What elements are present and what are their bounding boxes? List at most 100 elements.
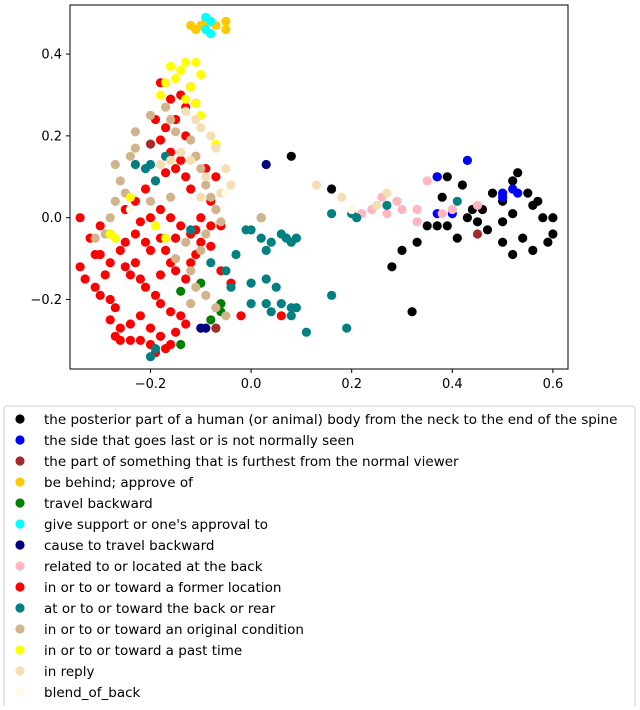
scatter-point-s5-1 — [206, 16, 216, 26]
scatter-point-s9-5 — [221, 266, 231, 276]
scatter-point-s10-26 — [181, 237, 191, 247]
scatter-point-s8-5 — [80, 274, 90, 284]
scatter-point-s2-0 — [472, 229, 483, 239]
scatter-point-s10-29 — [145, 196, 156, 206]
scatter-point-s12-3 — [206, 131, 216, 141]
scatter-point-s8-3 — [105, 258, 115, 268]
scatter-point-s8-59 — [171, 164, 181, 174]
scatter-point-s8-17 — [135, 311, 145, 321]
scatter-point-s8-76 — [211, 172, 221, 182]
plot-frame — [69, 4, 569, 370]
scatter-point-s8-44 — [181, 274, 191, 284]
scatter-point-s12-13 — [196, 192, 206, 202]
scatter-point-s11-2 — [176, 65, 186, 75]
scatter-point-s9-34 — [150, 344, 161, 354]
scatter-point-s0-27 — [442, 221, 452, 231]
scatter-point-s7-5 — [412, 204, 422, 215]
scatter-point-s12-17 — [382, 188, 392, 198]
scatter-point-s8-35 — [115, 245, 125, 255]
scatter-point-s12-8 — [201, 172, 211, 182]
legend-marker — [15, 561, 25, 571]
scatter-point-s11-7 — [171, 74, 181, 84]
legend-label: the part of something that is furthest f… — [44, 454, 459, 470]
legend-marker — [15, 624, 25, 634]
scatter-point-s8-29 — [150, 290, 161, 300]
scatter-point-s9-26 — [327, 290, 337, 300]
scatter-point-s8-87 — [95, 221, 105, 231]
scatter-point-s8-50 — [166, 213, 176, 223]
scatter-point-s0-21 — [508, 249, 518, 260]
scatter-point-s12-9 — [186, 155, 196, 165]
legend: the posterior part of a human (or animal… — [3, 405, 636, 709]
scatter-point-s12-5 — [221, 164, 231, 174]
legend-label: give support or one's approval to — [44, 517, 268, 533]
scatter-point-s9-4 — [206, 258, 216, 268]
scatter-point-s0-31 — [397, 245, 407, 255]
scatter-point-s0-11 — [508, 209, 518, 219]
legend-marker — [15, 645, 25, 655]
scatter-point-s10-1 — [90, 233, 100, 243]
scatter-point-s10-20 — [196, 245, 206, 255]
scatter-point-s10-23 — [201, 290, 211, 300]
scatter-point-s10-11 — [171, 127, 181, 137]
scatter-point-s13-0 — [125, 204, 135, 215]
scatter-point-s11-1 — [161, 78, 171, 88]
scatter-point-s8-14 — [125, 335, 135, 345]
scatter-point-s0-35 — [327, 184, 337, 194]
scatter-point-s9-10 — [256, 233, 266, 243]
scatter-point-s1-7 — [498, 192, 508, 202]
scatter-point-s12-2 — [196, 123, 206, 133]
scatter-point-s0-28 — [432, 221, 442, 231]
scatter-point-s11-6 — [186, 82, 196, 92]
scatter-point-s0-19 — [528, 245, 538, 255]
scatter-point-s8-11 — [115, 323, 125, 333]
scatter-point-s9-21 — [276, 299, 286, 309]
legend-marker — [15, 687, 25, 697]
scatter-point-s0-1 — [442, 172, 452, 182]
scatter-point-s4-5 — [176, 339, 186, 350]
scatter-point-s0-17 — [548, 229, 558, 239]
scatter-point-s7-11 — [392, 196, 402, 206]
scatter-point-s11-0 — [166, 61, 176, 71]
scatter-point-s12-0 — [181, 106, 191, 116]
scatter-point-s8-56 — [140, 184, 151, 194]
scatter-point-s7-10 — [412, 217, 422, 227]
scatter-point-s9-19 — [261, 299, 271, 309]
plot-points — [75, 12, 558, 362]
scatter-point-s11-14 — [105, 229, 115, 239]
scatter-point-s4-1 — [176, 286, 186, 296]
scatter-point-s0-20 — [518, 233, 528, 243]
legend-marker — [15, 456, 25, 466]
scatter-point-s0-33 — [407, 307, 417, 317]
scatter-point-s8-64 — [161, 123, 171, 133]
scatter-point-s9-37 — [130, 159, 140, 170]
x-tick-label: 0.4 — [442, 377, 463, 392]
scatter-point-s8-24 — [171, 327, 181, 337]
scatter-point-s10-21 — [186, 266, 196, 276]
scatter-point-s3-4 — [221, 24, 231, 35]
scatter-point-s8-27 — [166, 307, 176, 317]
legend-marker — [15, 666, 25, 676]
scatter-point-s9-28 — [327, 209, 337, 219]
scatter-point-s0-10 — [513, 168, 523, 178]
scatter-point-s8-45 — [186, 258, 196, 268]
legend-label: related to or located at the back — [44, 559, 263, 575]
scatter-point-s8-86 — [90, 249, 100, 260]
scatter-point-s10-3 — [110, 196, 120, 206]
scatter-point-s0-6 — [487, 188, 498, 198]
scatter-point-s8-0 — [75, 213, 85, 223]
scatter-point-s9-27 — [342, 323, 352, 333]
scatter-point-s1-0 — [432, 172, 442, 182]
scatter-point-s8-7 — [95, 290, 105, 300]
scatter-point-s12-10 — [176, 147, 186, 157]
scatter-point-s9-24 — [291, 303, 301, 313]
scatter-point-s8-67 — [166, 94, 176, 104]
legend-label: cause to travel backward — [44, 538, 214, 554]
scatter-point-s13-1 — [221, 188, 231, 198]
scatter-point-s9-35 — [246, 278, 256, 288]
scatter-point-s8-90 — [171, 233, 181, 243]
x-tick-label: 0.0 — [241, 377, 262, 392]
scatter-point-s12-6 — [226, 180, 236, 190]
legend-label: in or to or toward an original condition — [44, 622, 304, 638]
scatter-point-s10-8 — [145, 110, 156, 120]
